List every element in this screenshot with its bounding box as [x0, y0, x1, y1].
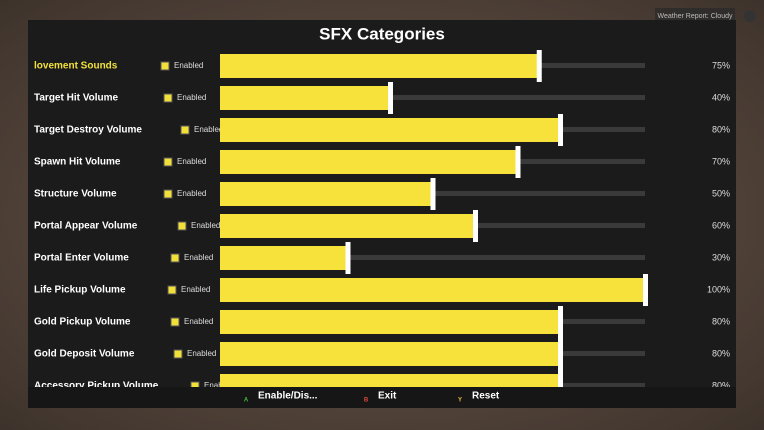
value-label: 75% [712, 60, 730, 70]
status-label: Enabled [177, 93, 206, 102]
row-label: Target Hit Volume [34, 93, 119, 104]
status-label: Enabled [194, 125, 223, 134]
button-glyph: Y [458, 398, 462, 404]
row-label: Accessory Pickup Volume [34, 381, 159, 392]
hud-box [655, 8, 735, 23]
slider-handle[interactable] [515, 146, 521, 178]
value-label: 40% [712, 92, 730, 102]
slider-track [220, 255, 645, 260]
slider-fill [220, 150, 518, 174]
slider-fill [220, 118, 560, 142]
title: SFX Categories [319, 24, 445, 43]
status-label: Enabled [187, 349, 216, 358]
checkbox[interactable] [190, 381, 200, 390]
checkbox[interactable] [173, 349, 183, 359]
slider-track [220, 95, 645, 100]
value-label: 100% [707, 284, 730, 294]
row-label: lovement Sounds [34, 61, 118, 72]
checkbox[interactable] [167, 285, 177, 295]
footer-button[interactable]: Y Reset [458, 391, 500, 404]
row-label: Spawn Hit Volume [34, 157, 121, 168]
slider-handle[interactable] [558, 306, 563, 338]
row-label: Portal Enter Volume [34, 253, 129, 264]
value-label: 80% [712, 348, 730, 358]
value-label: 80% [712, 380, 730, 390]
status-label: Enabled [177, 157, 206, 166]
status-label: Enabled [177, 189, 206, 198]
slider-fill [220, 278, 645, 302]
setting-row[interactable]: Gold Pickup Volume Enabled 80% [34, 306, 730, 338]
setting-row[interactable]: Gold Deposit Volume Enabled 80% [34, 338, 730, 370]
footer: A Enable/Dis... B Exit Y Reset [244, 391, 500, 404]
value-label: 80% [712, 124, 730, 134]
status-label: Enabled [184, 253, 213, 262]
slider-fill [220, 310, 560, 334]
status-label: Enabled [181, 285, 210, 294]
setting-row[interactable]: Life Pickup Volume Enabled 100% [34, 274, 730, 306]
button-label: Exit [378, 391, 397, 402]
slider-handle[interactable] [473, 210, 478, 242]
checkbox[interactable] [163, 157, 173, 167]
value-label: 70% [712, 156, 730, 166]
checkbox[interactable] [160, 61, 170, 71]
status-label: Enabled [204, 381, 233, 390]
checkbox[interactable] [170, 253, 180, 263]
hud-icon [744, 10, 756, 22]
button-glyph: A [244, 398, 249, 404]
value-label: 50% [712, 188, 730, 198]
checkbox[interactable] [163, 189, 173, 199]
slider-handle[interactable] [430, 178, 436, 210]
setting-row[interactable]: Target Destroy Volume Enabled 80% [34, 114, 730, 146]
row-label: Life Pickup Volume [34, 285, 126, 296]
row-label: Portal Appear Volume [34, 221, 138, 232]
slider-handle[interactable] [643, 274, 648, 306]
slider-handle[interactable] [558, 114, 563, 146]
setting-row[interactable]: lovement Sounds Enabled 75% [34, 50, 730, 82]
row-label: Gold Deposit Volume [34, 349, 135, 360]
status-label: Enabled [174, 61, 203, 70]
row-label: Target Destroy Volume [34, 125, 142, 136]
value-label: 80% [712, 316, 730, 326]
footer-button[interactable]: B Exit [364, 391, 397, 404]
value-label: 60% [712, 220, 730, 230]
button-glyph: B [364, 398, 369, 404]
status-label: Enabled [191, 221, 220, 230]
slider-handle[interactable] [536, 50, 542, 82]
slider-fill [220, 374, 560, 387]
rows: lovement Sounds Enabled 75% Target Hit Volu… [34, 50, 730, 402]
checkbox[interactable] [177, 221, 187, 231]
slider-handle[interactable] [345, 242, 351, 274]
button-label: Reset [472, 391, 500, 402]
setting-row[interactable]: Target Hit Volume Enabled 40% [34, 82, 730, 114]
slider-fill [220, 342, 560, 366]
setting-row[interactable]: Portal Appear Volume Enabled 60% [34, 210, 730, 242]
footer-bar [28, 387, 736, 408]
slider-fill [220, 86, 390, 110]
setting-row[interactable]: Structure Volume Enabled 50% [34, 178, 730, 210]
checkbox[interactable] [163, 93, 173, 103]
slider-handle[interactable] [388, 82, 393, 114]
setting-row[interactable]: Accessory Pickup Volume Enabled 80% [34, 370, 730, 402]
slider-fill [220, 182, 433, 206]
slider-fill [220, 54, 539, 78]
row-label: Gold Pickup Volume [34, 317, 131, 328]
weather-report: Weather Report: Cloudy [658, 13, 733, 20]
footer-button[interactable]: A Enable/Dis... [244, 391, 318, 404]
slider-fill [220, 246, 348, 270]
button-label: Enable/Dis... [258, 391, 318, 402]
setting-row[interactable]: Portal Enter Volume Enabled 30% [34, 242, 730, 274]
slider-handle[interactable] [558, 338, 563, 370]
status-label: Enabled [184, 317, 213, 326]
slider-fill [220, 214, 475, 238]
value-label: 30% [712, 252, 730, 262]
checkbox[interactable] [180, 125, 190, 135]
row-label: Structure Volume [34, 189, 117, 200]
checkbox[interactable] [170, 317, 180, 327]
setting-row[interactable]: Spawn Hit Volume Enabled 70% [34, 146, 730, 178]
slider-handle[interactable] [558, 370, 563, 402]
